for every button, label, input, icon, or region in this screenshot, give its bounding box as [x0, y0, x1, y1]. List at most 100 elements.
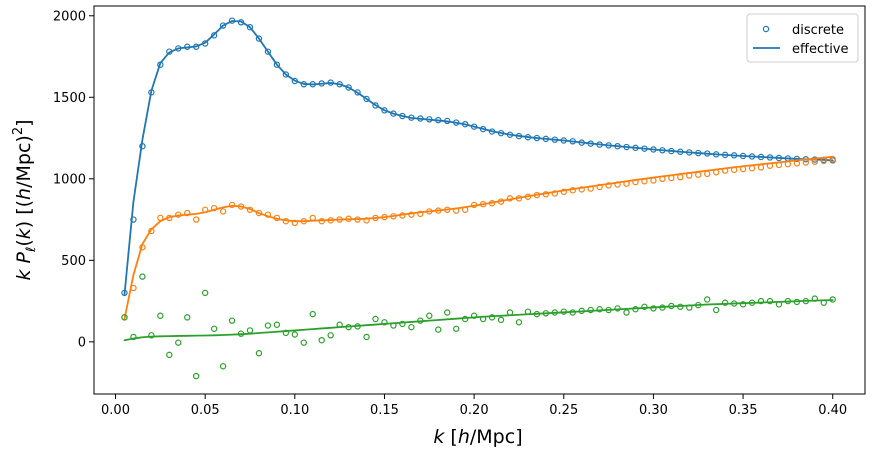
- monopole-discrete-point: [130, 216, 137, 223]
- hexadecapole-discrete-point: [668, 302, 675, 310]
- monopole-discrete-point: [748, 153, 756, 160]
- monopole-discrete-point: [426, 116, 433, 123]
- monopole-discrete-point: [219, 22, 227, 29]
- hexadecapole-discrete-point: [524, 308, 532, 315]
- quadrupole-discrete-point: [623, 180, 630, 187]
- quadrupole-discrete-point: [578, 186, 585, 193]
- hexadecapole-discrete-point: [130, 333, 137, 341]
- quadrupole-discrete-point: [246, 206, 254, 213]
- quadrupole-discrete-point: [461, 206, 469, 213]
- hexadecapole-discrete-point: [551, 309, 559, 316]
- x-tick-label: 0.25: [549, 403, 578, 418]
- hexadecapole-discrete-point: [560, 308, 567, 315]
- hexadecapole-discrete-point: [820, 299, 827, 306]
- hexadecapole-discrete-point: [381, 319, 388, 326]
- quadrupole-discrete-point: [157, 214, 164, 222]
- x-tick-label: 0.15: [370, 403, 399, 418]
- hexadecapole-discrete-point: [748, 299, 756, 306]
- quadrupole-discrete-point: [282, 217, 290, 225]
- hexadecapole-discrete-point: [775, 301, 783, 308]
- monopole-discrete-point: [399, 112, 406, 120]
- quadrupole-discrete-point: [704, 170, 711, 178]
- hexadecapole-discrete-point: [650, 305, 657, 312]
- quadrupole-discrete-point: [802, 159, 810, 166]
- quadrupole-discrete-point: [470, 201, 478, 209]
- hexadecapole-discrete-point: [811, 295, 819, 302]
- quadrupole-discrete-point: [497, 198, 505, 205]
- hexadecapole-discrete-point: [479, 315, 487, 323]
- monopole-discrete-point: [704, 150, 711, 157]
- y-tick-label: 500: [61, 254, 86, 269]
- monopole-discrete-point: [327, 79, 334, 86]
- hexadecapole-discrete-point: [372, 315, 379, 323]
- quadrupole-discrete-point: [264, 211, 272, 218]
- hexadecapole-discrete-point: [273, 321, 281, 328]
- quadrupole-discrete-point: [309, 214, 316, 222]
- monopole-discrete-point: [291, 77, 299, 85]
- plot-area: [121, 17, 836, 380]
- hexadecapole-discrete-point: [255, 350, 263, 357]
- monopole-discrete-point: [560, 137, 567, 144]
- monopole-discrete-point: [363, 95, 370, 103]
- monopole-discrete-point: [273, 61, 281, 68]
- monopole-discrete-point: [506, 131, 514, 138]
- quadrupole-discrete-point: [255, 209, 263, 217]
- monopole-discrete-point: [775, 154, 783, 162]
- monopole-discrete-point: [488, 128, 496, 135]
- quadrupole-discrete-point: [524, 193, 532, 200]
- quadrupole-discrete-point: [327, 217, 334, 224]
- hexadecapole-discrete-point: [712, 306, 720, 314]
- quadrupole-series: [121, 155, 836, 321]
- legend-marker-discrete: [762, 25, 770, 33]
- hexadecapole-discrete-point: [623, 309, 630, 316]
- hexadecapole-discrete-point: [300, 339, 307, 346]
- quadrupole-discrete-point: [336, 216, 343, 223]
- quadrupole-discrete-point: [515, 195, 523, 202]
- quadrupole-discrete-point: [641, 178, 648, 185]
- quadrupole-discrete-point: [139, 244, 146, 251]
- hexadecapole-discrete-point: [739, 301, 747, 308]
- quadrupole-discrete-point: [748, 165, 756, 172]
- quadrupole-discrete-point: [506, 195, 514, 202]
- monopole-discrete-point: [210, 32, 218, 39]
- quadrupole-discrete-point: [444, 206, 451, 213]
- quadrupole-discrete-point: [148, 227, 155, 235]
- quadrupole-discrete-point: [210, 204, 218, 212]
- monopole-discrete-point: [345, 84, 352, 91]
- x-tick-label: 0.30: [639, 403, 668, 418]
- quadrupole-discrete-point: [596, 183, 603, 191]
- monopole-discrete-point: [139, 142, 146, 150]
- monopole-discrete-point: [309, 81, 316, 88]
- hexadecapole-discrete-point: [578, 307, 585, 315]
- hexadecapole-discrete-point: [148, 332, 155, 339]
- monopole-discrete-point: [515, 132, 523, 140]
- quadrupole-discrete-point: [417, 210, 424, 218]
- quadrupole-discrete-point: [300, 217, 307, 225]
- x-tick-label: 0.10: [280, 403, 309, 418]
- hexadecapole-discrete-point: [166, 351, 173, 359]
- monopole-discrete-point: [677, 148, 684, 155]
- y-tick-label: 0: [78, 335, 86, 350]
- quadrupole-discrete-point: [712, 169, 720, 176]
- quadrupole-discrete-point: [372, 214, 379, 222]
- x-tick-label: 0.20: [460, 403, 489, 418]
- y-tick-label: 1500: [53, 91, 86, 106]
- hexadecapole-discrete-point: [354, 323, 361, 330]
- hexadecapole-discrete-point: [677, 303, 684, 310]
- y-axis-label: k Pℓ(k) [(h/Mpc)2]: [11, 119, 39, 280]
- hexadecapole-discrete-point: [704, 296, 711, 303]
- monopole-discrete-point: [551, 136, 559, 143]
- quadrupole-discrete-point: [587, 185, 594, 192]
- quadrupole-discrete-point: [399, 212, 406, 219]
- monopole-discrete-point: [354, 89, 361, 96]
- x-tick-label: 0.05: [191, 403, 220, 418]
- quadrupole-discrete-point: [632, 178, 639, 186]
- monopole-discrete-point: [264, 48, 272, 55]
- hexadecapole-discrete-point: [363, 333, 370, 341]
- quadrupole-discrete-point: [192, 216, 200, 223]
- quadrupole-discrete-point: [793, 160, 801, 167]
- hexadecapole-discrete-point: [587, 306, 594, 314]
- monopole-discrete-point: [766, 154, 774, 161]
- quadrupole-discrete-point: [363, 217, 370, 224]
- hexadecapole-discrete-point: [766, 297, 774, 305]
